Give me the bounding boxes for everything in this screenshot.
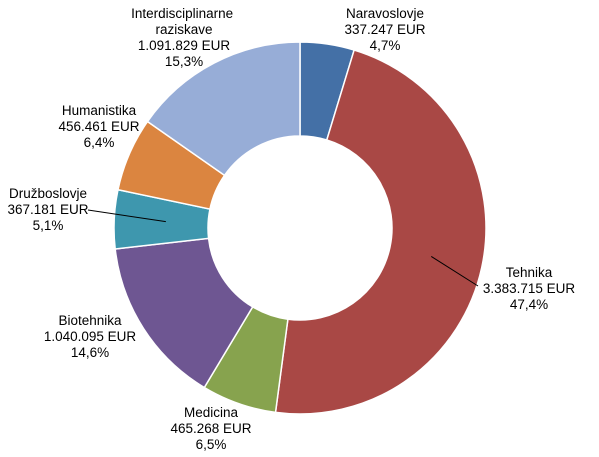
label-interdisciplinarne-percent: 15,3% [165, 54, 203, 69]
label-naravoslovje-percent: 4,7% [370, 38, 401, 53]
label-humanistika: Humanistika 456.461 EUR 6,4% [58, 103, 139, 150]
label-naravoslovje-name: Naravoslovje [346, 6, 424, 21]
label-naravoslovje-amount: 337.247 EUR [344, 22, 425, 37]
label-druzboslovje: Družboslovje 367.181 EUR 5,1% [7, 186, 88, 233]
label-naravoslovje: Naravoslovje 337.247 EUR 4,7% [344, 6, 425, 53]
label-interdisciplinarne-name-line1: Interdisciplinarne [131, 6, 233, 21]
label-tehnika: Tehnika 3.383.715 EUR 47,4% [483, 265, 576, 312]
slice-biotehnika [114, 237, 254, 389]
label-tehnika-percent: 47,4% [510, 297, 548, 312]
label-interdisciplinarne-name: Interdisciplinarne raziskave [131, 6, 237, 37]
label-humanistika-percent: 6,4% [84, 135, 115, 150]
label-druzboslovje-name: Družboslovje [9, 186, 87, 201]
leader-tehnika [430, 256, 479, 287]
label-interdisciplinarne: Interdisciplinarne raziskave 1.091.829 E… [131, 6, 237, 69]
label-tehnika-amount: 3.383.715 EUR [483, 281, 576, 296]
label-druzboslovje-percent: 5,1% [33, 218, 64, 233]
label-humanistika-amount: 456.461 EUR [58, 119, 139, 134]
leader-lines [87, 209, 479, 287]
label-biotehnika-amount: 1.040.095 EUR [44, 329, 137, 344]
leader-druzboslovje [87, 209, 166, 223]
label-biotehnika: Biotehnika 1.040.095 EUR 14,6% [44, 313, 137, 360]
slice-interdisciplinarne [146, 41, 301, 177]
label-biotehnika-percent: 14,6% [71, 345, 109, 360]
slice-tehnika [274, 49, 487, 415]
label-medicina-percent: 6,5% [196, 437, 227, 452]
label-tehnika-name: Tehnika [506, 265, 553, 280]
label-medicina-amount: 465.268 EUR [170, 421, 251, 436]
label-humanistika-name: Humanistika [62, 103, 137, 118]
donut-slices [113, 41, 487, 415]
label-medicina-name: Medicina [184, 405, 239, 420]
label-biotehnika-name: Biotehnika [58, 313, 122, 328]
label-interdisciplinarne-amount: 1.091.829 EUR [138, 38, 231, 53]
label-medicina: Medicina 465.268 EUR 6,5% [170, 405, 251, 452]
label-interdisciplinarne-name-line2: raziskave [155, 22, 212, 37]
label-druzboslovje-amount: 367.181 EUR [7, 202, 88, 217]
